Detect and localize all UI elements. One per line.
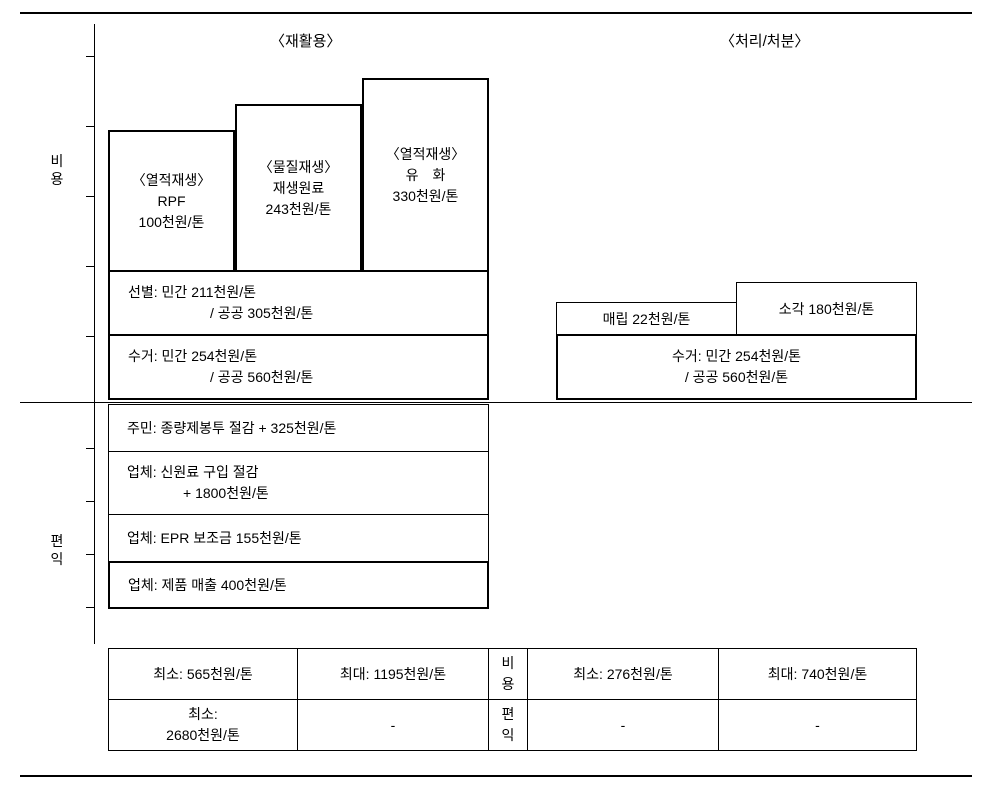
axis-tick [86,607,94,608]
sum-r-ben-min1: 최소: [188,704,218,725]
rule-mid [20,402,972,403]
axis-tick [86,554,94,555]
oil-l2: 330천원/톤 [393,186,459,207]
mid-cost2: 용 [502,674,515,695]
sum-d-cost-max: 최대: 740천원/톤 [718,648,917,700]
box-collect-left: 수거: 민간 254천원/톤 / 공공 560천원/톤 [108,334,489,400]
mid-ben1: 편 [502,704,515,725]
mid-ben2: 익 [502,725,515,746]
axis-tick [86,126,94,127]
box-resident: 주민: 종량제봉투 절감 + 325천원/톤 [108,404,489,452]
sort-l1: 선별: 민간 211천원/톤 [128,282,256,303]
sum-r-ben-max: - [297,699,489,751]
box-rpf: 〈열적재생〉 RPF 100천원/톤 [108,130,235,272]
axis-tick [86,336,94,337]
y-axis [94,24,95,644]
sum-mid-ben: 편 익 [488,699,528,751]
rpf-l2: 100천원/톤 [139,212,205,233]
sum-d-ben-min: - [527,699,719,751]
sum-r-ben-min2: 2680천원/톤 [166,725,240,746]
sum-d-ben-max: - [718,699,917,751]
axis-tick [86,448,94,449]
sum-d-ben-max-text: - [815,715,820,736]
sum-d-cost-max-text: 최대: 740천원/톤 [768,664,867,685]
rule-bottom [20,775,972,777]
axis-tick [86,56,94,57]
vlabel-benefit-2: 익 [51,551,64,567]
vlabel-cost-1: 비 [51,153,64,169]
material-l1: 재생원료 [273,178,325,199]
comp3-text: 업체: 제품 매출 400천원/톤 [128,575,287,596]
axis-tick [86,501,94,502]
box-comp1: 업체: 신원료 구입 절감 + 1800천원/톤 [108,451,489,515]
sum-r-cost-min-text: 최소: 565천원/톤 [153,664,252,685]
collect-left-l2: / 공공 560천원/톤 [128,367,313,388]
sum-d-cost-min: 최소: 276천원/톤 [527,648,719,700]
vlabel-benefit-1: 편 [51,533,64,549]
material-title: 〈물질재생〉 [259,157,339,178]
vlabel-cost-2: 용 [51,171,64,187]
box-comp2: 업체: EPR 보조금 155천원/톤 [108,514,489,562]
comp1b: + 1800천원/톤 [127,483,269,504]
resident-text: 주민: 종량제봉투 절감 + 325천원/톤 [127,418,336,439]
box-material: 〈물질재생〉 재생원료 243천원/톤 [235,104,362,272]
collect-right-l1: 수거: 민간 254천원/톤 [672,346,801,367]
box-sort: 선별: 민간 211천원/톤 / 공공 305천원/톤 [108,270,489,336]
sum-d-ben-min-text: - [621,715,626,736]
vlabel-cost: 비 용 [42,152,72,188]
rpf-l1: RPF [158,191,186,212]
comp1a: 업체: 신원료 구입 절감 [127,462,258,483]
incin-text: 소각 180천원/톤 [779,299,875,320]
sum-r-cost-min: 최소: 565천원/톤 [108,648,298,700]
header-recycle: 〈재활용〉 [270,30,341,51]
sum-mid-cost: 비 용 [488,648,528,700]
comp2-text: 업체: EPR 보조금 155천원/톤 [127,528,302,549]
box-oil: 〈열적재생〉 유 화 330천원/톤 [362,78,489,272]
collect-left-l1: 수거: 민간 254천원/톤 [128,346,257,367]
axis-tick [86,266,94,267]
box-incin: 소각 180천원/톤 [736,282,917,336]
rpf-title: 〈열적재생〉 [132,170,212,191]
axis-tick [86,196,94,197]
sum-d-cost-min-text: 최소: 276천원/톤 [573,664,672,685]
mid-cost1: 비 [502,653,515,674]
landfill-text: 매립 22천원/톤 [603,309,691,330]
oil-title: 〈열적재생〉 [386,144,466,165]
sum-r-cost-max: 최대: 1195천원/톤 [297,648,489,700]
box-landfill: 매립 22천원/톤 [556,302,737,336]
sum-r-ben-max-text: - [391,715,396,736]
sort-l2: / 공공 305천원/톤 [128,303,313,324]
rule-top [20,12,972,14]
oil-l1: 유 화 [406,165,446,186]
header-disposal: 〈처리/처분〉 [720,30,809,51]
collect-right-l2: / 공공 560천원/톤 [685,367,788,388]
diagram-container: 〈재활용〉 〈처리/처분〉 비 용 편 익 〈열적재생〉 RPF 100천원/톤… [20,12,972,779]
sum-r-cost-max-text: 최대: 1195천원/톤 [340,664,446,685]
box-comp3: 업체: 제품 매출 400천원/톤 [108,561,489,609]
material-l2: 243천원/톤 [266,199,332,220]
box-collect-right: 수거: 민간 254천원/톤 / 공공 560천원/톤 [556,334,917,400]
vlabel-benefit: 편 익 [42,532,72,568]
sum-r-ben-min: 최소: 2680천원/톤 [108,699,298,751]
